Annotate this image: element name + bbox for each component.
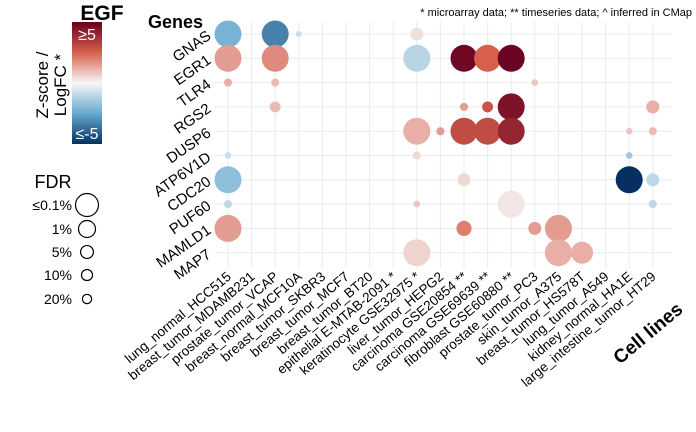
- size-legend-circle: [79, 244, 95, 260]
- data-point: [261, 44, 289, 72]
- data-point: [570, 241, 594, 264]
- size-legend-label: 20%: [44, 291, 72, 307]
- data-point: [625, 127, 633, 135]
- data-point: [459, 102, 469, 111]
- chart-title: EGF: [80, 2, 123, 25]
- color-bar-label-line: LogFC *: [51, 53, 70, 116]
- data-point: [224, 152, 232, 159]
- size-legend-circle: [81, 293, 93, 305]
- data-point: [648, 200, 657, 209]
- color-bar-label: Z-score /LogFC *: [33, 51, 70, 118]
- data-point: [528, 221, 542, 235]
- size-legend-circle: [74, 192, 100, 218]
- color-bar-label-line: Z-score /: [33, 51, 52, 118]
- data-point: [410, 27, 424, 41]
- data-point: [450, 117, 478, 145]
- data-point: [615, 166, 643, 194]
- data-point: [625, 152, 633, 159]
- data-point: [214, 44, 242, 72]
- data-point: [223, 78, 233, 87]
- color-bar: [72, 22, 102, 144]
- data-point: [497, 93, 525, 121]
- data-point: [269, 101, 281, 113]
- y-tick-labels: GNASEGR1TLR4RGS2DUSP6ATP6V1DCDC20PUF60MA…: [151, 27, 215, 283]
- data-point: [474, 44, 502, 72]
- size-legend-label: ≤0.1%: [32, 197, 72, 213]
- data-point: [214, 166, 242, 194]
- data-point: [271, 78, 280, 87]
- data-point: [482, 101, 494, 113]
- size-legend-label: 5%: [52, 244, 72, 260]
- chart-note: * microarray data; ** timeseries data; ^…: [420, 7, 692, 19]
- data-point: [295, 31, 302, 37]
- data-point: [497, 44, 525, 72]
- size-legend: ≤0.1% 1% 5% 10% 20%: [32, 192, 100, 307]
- data-point: [544, 239, 572, 267]
- grid-lines: [215, 22, 672, 268]
- size-legend-label: 10%: [44, 267, 72, 283]
- data-point: [261, 20, 289, 48]
- data-point: [403, 239, 431, 267]
- data-point: [412, 151, 421, 160]
- plot-background: [215, 22, 672, 268]
- data-points: [214, 20, 660, 267]
- size-legend-title: FDR: [35, 172, 72, 192]
- size-legend-circle: [80, 268, 94, 282]
- data-point: [646, 100, 660, 114]
- color-bar-min-label: ≤-5: [75, 126, 98, 143]
- data-point: [497, 117, 525, 145]
- y-axis-label: Genes: [148, 12, 203, 32]
- data-point: [450, 44, 478, 72]
- data-point: [214, 20, 242, 48]
- color-bar-max-label: ≥5: [78, 27, 96, 44]
- size-legend-label: 1%: [52, 221, 72, 237]
- data-point: [436, 127, 445, 136]
- data-point: [646, 173, 660, 187]
- data-point: [457, 173, 471, 187]
- data-point: [403, 117, 431, 145]
- data-point: [544, 214, 572, 242]
- data-point: [497, 190, 525, 218]
- data-point: [531, 79, 539, 86]
- data-point: [214, 214, 242, 242]
- data-point: [403, 44, 431, 72]
- data-point: [456, 220, 472, 236]
- data-point: [474, 117, 502, 145]
- x-tick-labels: lung_normal_HCC515breast_tumor_MDAMB231p…: [122, 268, 659, 389]
- size-legend-circle: [77, 219, 97, 239]
- data-point: [413, 200, 421, 208]
- data-point: [648, 127, 657, 136]
- data-point: [223, 200, 233, 209]
